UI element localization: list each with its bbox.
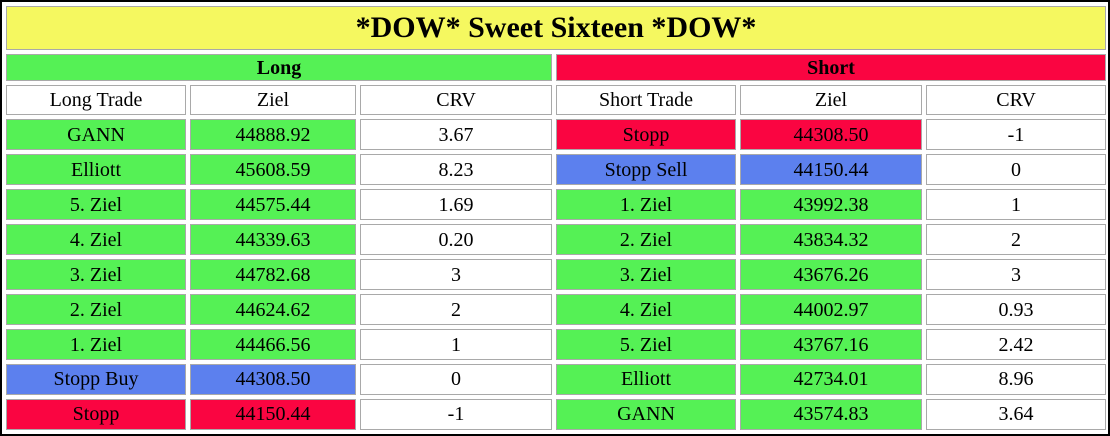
short-crv-cell: 3 — [926, 259, 1107, 291]
table-row: 5. Ziel 44575.44 1.69 1. Ziel 43992.38 1 — [6, 189, 1107, 221]
section-header-row: Long Short — [6, 54, 1107, 82]
table-row: Stopp Buy 44308.50 0 Elliott 42734.01 8.96 — [6, 364, 1107, 395]
table-row: 3. Ziel 44782.68 3 3. Ziel 43676.26 3 — [6, 259, 1107, 291]
long-trade-cell: Elliott — [6, 154, 186, 186]
short-ziel-cell: 42734.01 — [740, 364, 922, 395]
long-ziel-cell: 44308.50 — [190, 364, 356, 395]
long-trade-cell: 5. Ziel — [6, 189, 186, 221]
long-crv-cell: 3.67 — [360, 119, 552, 151]
short-trade-cell: 4. Ziel — [556, 294, 736, 326]
long-trade-cell: Stopp Buy — [6, 364, 186, 395]
short-trade-cell: 5. Ziel — [556, 329, 736, 360]
long-ziel-cell: 44150.44 — [190, 398, 356, 430]
short-trade-cell: 1. Ziel — [556, 189, 736, 221]
short-crv-cell: 0.93 — [926, 294, 1107, 326]
long-trade-column-header: Long Trade — [6, 85, 186, 116]
long-crv-column-header: CRV — [360, 85, 552, 116]
short-trade-column-header: Short Trade — [556, 85, 736, 116]
short-trade-cell: Stopp Sell — [556, 154, 736, 186]
short-ziel-column-header: Ziel — [740, 85, 922, 116]
short-crv-cell: 2 — [926, 224, 1107, 256]
short-trade-cell: 2. Ziel — [556, 224, 736, 256]
short-ziel-cell: 44308.50 — [740, 119, 922, 151]
section-header-short: Short — [556, 54, 1107, 82]
table-row: Elliott 45608.59 8.23 Stopp Sell 44150.44 0 — [6, 154, 1107, 186]
long-crv-cell: 8.23 — [360, 154, 552, 186]
column-header-row: Long Trade Ziel CRV Short Trade Ziel CRV — [6, 85, 1107, 116]
table-row: Stopp 44150.44 -1 GANN 43574.83 3.64 — [6, 398, 1107, 430]
long-trade-cell: 1. Ziel — [6, 329, 186, 360]
long-ziel-cell: 45608.59 — [190, 154, 356, 186]
long-trade-cell: 2. Ziel — [6, 294, 186, 326]
short-trade-cell: 3. Ziel — [556, 259, 736, 291]
short-ziel-cell: 44002.97 — [740, 294, 922, 326]
short-trade-cell: Elliott — [556, 364, 736, 395]
title-row: *DOW* Sweet Sixteen *DOW* — [6, 6, 1107, 51]
long-crv-cell: 1 — [360, 329, 552, 360]
short-crv-column-header: CRV — [926, 85, 1107, 116]
long-trade-cell: 3. Ziel — [6, 259, 186, 291]
long-crv-cell: 0.20 — [360, 224, 552, 256]
table-row: 4. Ziel 44339.63 0.20 2. Ziel 43834.32 2 — [6, 224, 1107, 256]
long-trade-cell: Stopp — [6, 398, 186, 430]
short-crv-cell: 8.96 — [926, 364, 1107, 395]
long-crv-cell: 3 — [360, 259, 552, 291]
long-ziel-cell: 44339.63 — [190, 224, 356, 256]
short-ziel-cell: 44150.44 — [740, 154, 922, 186]
long-crv-cell: 0 — [360, 364, 552, 395]
page-title: *DOW* Sweet Sixteen *DOW* — [6, 6, 1107, 51]
short-crv-cell: 2.42 — [926, 329, 1107, 360]
short-crv-cell: 0 — [926, 154, 1107, 186]
short-ziel-cell: 43834.32 — [740, 224, 922, 256]
short-ziel-cell: 43767.16 — [740, 329, 922, 360]
short-ziel-cell: 43574.83 — [740, 398, 922, 430]
table-row: 1. Ziel 44466.56 1 5. Ziel 43767.16 2.42 — [6, 329, 1107, 360]
long-ziel-column-header: Ziel — [190, 85, 356, 116]
short-trade-cell: GANN — [556, 398, 736, 430]
long-ziel-cell: 44888.92 — [190, 119, 356, 151]
section-header-long: Long — [6, 54, 552, 82]
short-trade-cell: Stopp — [556, 119, 736, 151]
long-trade-cell: 4. Ziel — [6, 224, 186, 256]
long-crv-cell: -1 — [360, 398, 552, 430]
short-crv-cell: 1 — [926, 189, 1107, 221]
long-ziel-cell: 44782.68 — [190, 259, 356, 291]
short-crv-cell: 3.64 — [926, 398, 1107, 430]
short-ziel-cell: 43676.26 — [740, 259, 922, 291]
long-ziel-cell: 44466.56 — [190, 329, 356, 360]
table-row: GANN 44888.92 3.67 Stopp 44308.50 -1 — [6, 119, 1107, 151]
table-row: 2. Ziel 44624.62 2 4. Ziel 44002.97 0.93 — [6, 294, 1107, 326]
long-ziel-cell: 44575.44 — [190, 189, 356, 221]
long-crv-cell: 1.69 — [360, 189, 552, 221]
long-trade-cell: GANN — [6, 119, 186, 151]
long-crv-cell: 2 — [360, 294, 552, 326]
long-ziel-cell: 44624.62 — [190, 294, 356, 326]
short-ziel-cell: 43992.38 — [740, 189, 922, 221]
short-crv-cell: -1 — [926, 119, 1107, 151]
